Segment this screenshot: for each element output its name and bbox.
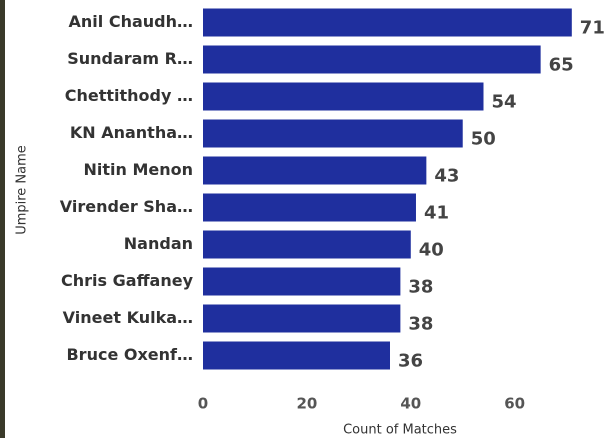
bar bbox=[203, 45, 541, 74]
bar bbox=[203, 8, 572, 37]
data-label: 38 bbox=[408, 277, 433, 298]
bar bbox=[203, 119, 463, 148]
data-label: 36 bbox=[398, 351, 423, 372]
y-tick-label: KN Anantha… bbox=[70, 123, 193, 142]
y-tick-label: Nandan bbox=[124, 234, 193, 253]
data-label: 65 bbox=[549, 55, 574, 76]
bar bbox=[203, 193, 416, 222]
bar bbox=[203, 341, 390, 370]
x-tick-label: 0 bbox=[198, 395, 208, 413]
y-tick-label: Bruce Oxenf… bbox=[66, 345, 193, 364]
data-label: 40 bbox=[419, 240, 444, 261]
y-tick-label: Chris Gaffaney bbox=[61, 271, 194, 290]
y-tick-label: Sundaram R… bbox=[67, 49, 193, 68]
y-tick-label: Virender Sha… bbox=[60, 197, 193, 216]
data-label: 54 bbox=[492, 92, 517, 113]
bar bbox=[203, 156, 427, 185]
y-tick-label: Anil Chaudh… bbox=[69, 12, 193, 31]
y-tick-label: Nitin Menon bbox=[83, 160, 193, 179]
y-axis-title: Umpire Name bbox=[15, 145, 30, 235]
y-tick-label: Chettithody … bbox=[65, 86, 193, 105]
x-tick-label: 20 bbox=[296, 395, 317, 413]
data-label: 41 bbox=[424, 203, 449, 224]
bar bbox=[203, 230, 411, 259]
x-tick-label: 60 bbox=[504, 395, 525, 413]
y-tick-label: Vineet Kulka… bbox=[63, 308, 193, 327]
bar bbox=[203, 304, 401, 333]
data-label: 71 bbox=[580, 18, 605, 39]
left-edge-strip bbox=[0, 0, 5, 438]
bar bbox=[203, 82, 484, 111]
data-label: 43 bbox=[434, 166, 459, 187]
x-tick-label: 40 bbox=[400, 395, 421, 413]
data-label: 38 bbox=[408, 314, 433, 335]
bar bbox=[203, 267, 401, 296]
x-axis-title: Count of Matches bbox=[343, 423, 457, 438]
data-label: 50 bbox=[471, 129, 496, 150]
